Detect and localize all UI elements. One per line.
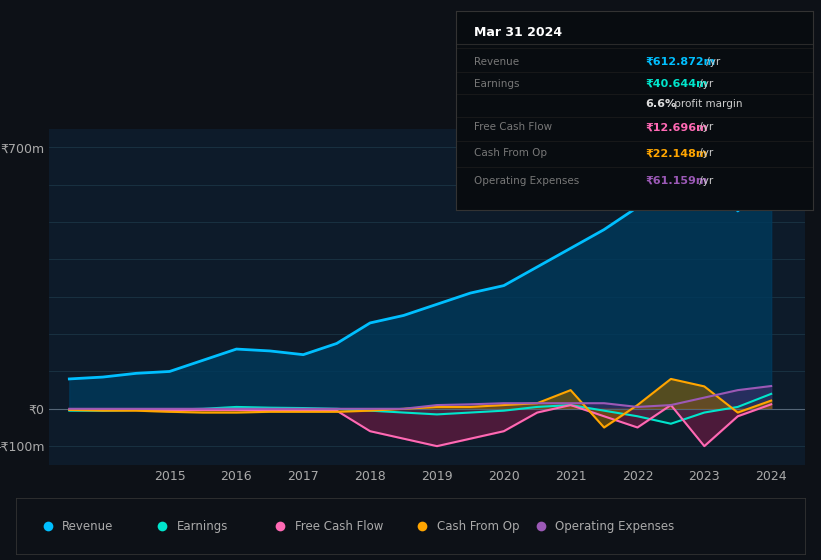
Text: /yr: /yr	[703, 57, 720, 67]
Text: Earnings: Earnings	[474, 79, 519, 89]
Text: Cash From Op: Cash From Op	[474, 148, 547, 158]
Text: Free Cash Flow: Free Cash Flow	[474, 123, 552, 133]
Text: Revenue: Revenue	[474, 57, 519, 67]
Text: Earnings: Earnings	[177, 520, 227, 533]
Text: /yr: /yr	[696, 123, 713, 133]
Text: Cash From Op: Cash From Op	[437, 520, 519, 533]
Text: /yr: /yr	[696, 148, 713, 158]
Text: Mar 31 2024: Mar 31 2024	[474, 26, 562, 39]
Text: profit margin: profit margin	[671, 99, 742, 109]
Text: Revenue: Revenue	[62, 520, 113, 533]
Text: /yr: /yr	[696, 176, 713, 186]
Text: ₹612.872m: ₹612.872m	[645, 57, 715, 67]
Text: 6.6%: 6.6%	[645, 99, 676, 109]
Text: ₹40.644m: ₹40.644m	[645, 79, 708, 89]
Text: ₹12.696m: ₹12.696m	[645, 123, 708, 133]
Text: Free Cash Flow: Free Cash Flow	[295, 520, 383, 533]
Text: Operating Expenses: Operating Expenses	[474, 176, 579, 186]
Text: ₹22.148m: ₹22.148m	[645, 148, 708, 158]
Text: Operating Expenses: Operating Expenses	[555, 520, 674, 533]
Text: ₹61.159m: ₹61.159m	[645, 176, 708, 186]
Text: /yr: /yr	[696, 79, 713, 89]
